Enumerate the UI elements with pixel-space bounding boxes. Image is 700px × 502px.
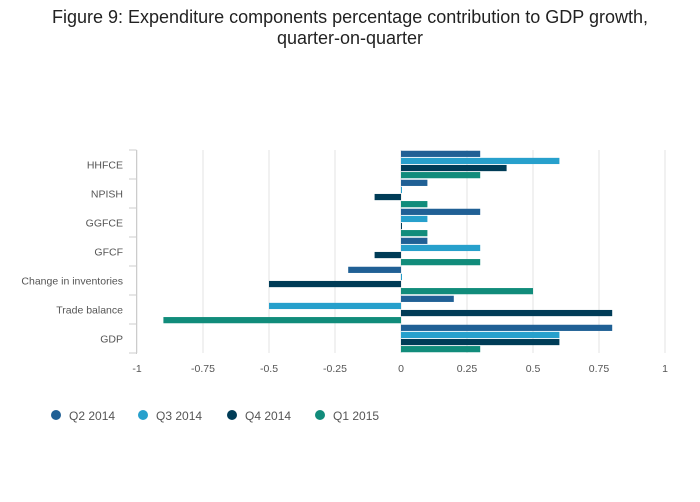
x-tick-label: -0.25: [323, 363, 347, 375]
bars: [163, 150, 613, 353]
bar[interactable]: [401, 324, 613, 331]
legend-swatch: [315, 410, 325, 420]
bar[interactable]: [401, 222, 402, 230]
x-tick-label: 0: [398, 363, 404, 375]
bar[interactable]: [401, 309, 613, 317]
bar[interactable]: [348, 266, 401, 273]
legend-label: Q3 2014: [156, 409, 202, 423]
legend[interactable]: Q2 2014 Q3 2014 Q4 2014 Q1 2015: [51, 409, 379, 423]
legend-swatch: [138, 410, 148, 420]
x-tick-label: -0.75: [191, 363, 215, 375]
chart-title-line-2: quarter-on-quarter: [276, 28, 424, 48]
legend-item[interactable]: Q4 2014: [227, 409, 291, 423]
bar[interactable]: [401, 288, 533, 295]
bar[interactable]: [401, 150, 481, 157]
bar[interactable]: [163, 317, 401, 324]
x-tick-label: 0.25: [457, 363, 478, 375]
x-tick-label: 0.75: [589, 363, 610, 375]
bar[interactable]: [269, 280, 401, 288]
chart-title-line-1: Figure 9: Expenditure components percent…: [51, 7, 648, 27]
category-label: Trade balance: [56, 305, 123, 317]
x-axis-tick-labels: -1 -0.75 -0.5 -0.25 0 0.25 0.5 0.75 1: [132, 363, 668, 375]
category-label: GDP: [100, 334, 123, 346]
category-label: GGFCE: [86, 218, 123, 230]
legend-label: Q4 2014: [245, 409, 291, 423]
legend-label: Q2 2014: [69, 409, 115, 423]
category-label: NPISH: [91, 189, 123, 201]
bar[interactable]: [401, 295, 454, 302]
bar[interactable]: [401, 172, 481, 179]
legend-swatch: [51, 410, 61, 420]
legend-label: Q1 2015: [333, 409, 379, 423]
category-label: Change in inventories: [21, 276, 123, 288]
bar[interactable]: [401, 244, 481, 252]
bar[interactable]: [374, 251, 401, 259]
bar[interactable]: [401, 230, 428, 237]
bar[interactable]: [401, 346, 481, 353]
x-tick-label: -1: [132, 363, 141, 375]
legend-item[interactable]: Q3 2014: [138, 409, 202, 423]
legend-swatch: [227, 410, 237, 420]
category-label: GFCF: [94, 247, 123, 259]
bar[interactable]: [401, 237, 428, 244]
x-tick-label: -0.5: [260, 363, 278, 375]
bar[interactable]: [401, 259, 481, 266]
x-tick-label: 0.5: [526, 363, 541, 375]
bar[interactable]: [374, 193, 401, 201]
bar[interactable]: [401, 331, 560, 339]
bar[interactable]: [401, 201, 428, 208]
x-tick-label: 1: [662, 363, 668, 375]
bar[interactable]: [401, 338, 560, 346]
bar[interactable]: [401, 164, 507, 172]
bar[interactable]: [269, 302, 401, 310]
y-axis-category-labels: HHFCE NPISH GGFCE GFCF Change in inventories…: [21, 160, 123, 346]
bar[interactable]: [401, 179, 428, 186]
y-axis: [129, 149, 137, 354]
legend-item[interactable]: Q2 2014: [51, 409, 115, 423]
chart-title: Figure 9: Expenditure components percent…: [0, 7, 700, 49]
category-label: HHFCE: [87, 160, 123, 172]
bar[interactable]: [401, 186, 402, 194]
bar[interactable]: [401, 273, 402, 281]
legend-item[interactable]: Q1 2015: [315, 409, 379, 423]
bar[interactable]: [401, 215, 428, 223]
bar[interactable]: [401, 208, 481, 215]
bar[interactable]: [401, 157, 560, 165]
